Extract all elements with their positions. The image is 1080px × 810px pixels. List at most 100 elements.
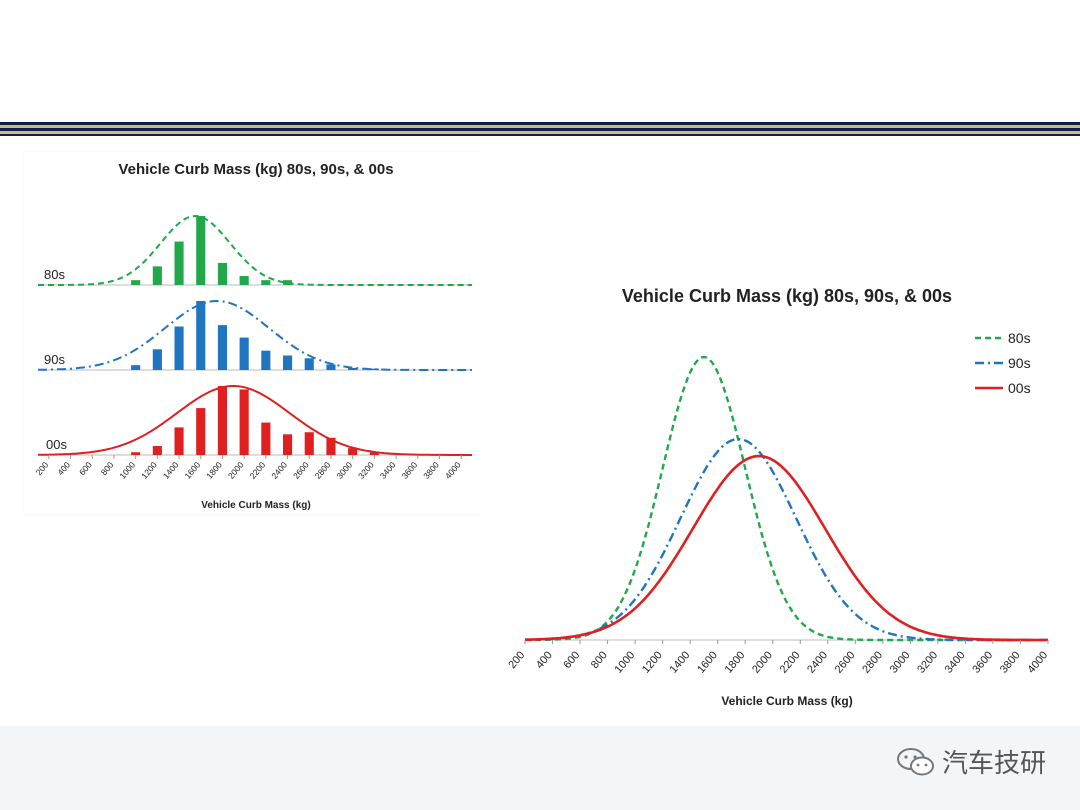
series-label-00s: 00s	[46, 437, 67, 452]
bar-00s-1800	[217, 386, 228, 455]
right-tick-label: 3600	[970, 649, 995, 675]
right-tick-label: 1600	[695, 649, 720, 675]
bar-00s-2800	[326, 437, 336, 455]
left-histograms: 80s 90s 00s 200 400 600 800 1000 1200 1400 1600 180…	[34, 214, 472, 481]
bar-80s-1800	[217, 262, 228, 285]
density-curve-00s	[524, 454, 1048, 642]
left-tick-label: 1800	[204, 460, 224, 481]
left-tick-label: 400	[55, 460, 72, 478]
wechat-icon	[896, 747, 934, 775]
right-x-ticks: 200 400 600 800 1000 1200 1400 1600 1800 2000 2200…	[506, 640, 1050, 676]
bar-80s-2200	[261, 280, 271, 285]
density-curve-80s	[525, 355, 1048, 642]
right-chart-title: Vehicle Curb Mass (kg) 80s, 90s, & 00s	[622, 286, 952, 306]
bar-00s-2000	[239, 389, 249, 455]
header-rule	[0, 122, 1080, 138]
density-curve-90s	[524, 437, 1048, 642]
right-tick-label: 1800	[723, 649, 748, 675]
histogram-00s: 00s	[38, 385, 472, 456]
brand-text: 汽车技研	[941, 748, 1046, 778]
histogram-90s: 90s	[38, 300, 472, 371]
fit-curve-00s	[38, 385, 472, 456]
right-tick-label: 3800	[998, 649, 1023, 675]
right-tick-label: 3200	[915, 649, 940, 675]
left-tick-label: 3200	[356, 460, 376, 481]
bar-90s-1800	[217, 325, 228, 370]
right-tick-label: 4000	[1025, 649, 1050, 675]
bar-80s-1000	[131, 280, 141, 285]
right-tick-label: 2800	[860, 649, 885, 675]
left-tick-label: 2000	[226, 460, 246, 481]
left-tick-label: 200	[34, 460, 51, 478]
left-tick-label: 2600	[291, 460, 311, 481]
left-tick-label: 1600	[182, 460, 202, 481]
left-x-axis-label: Vehicle Curb Mass (kg)	[201, 500, 310, 511]
histogram-80s: 80s	[38, 214, 472, 286]
left-tick-label: 2800	[313, 460, 333, 481]
bar-80s-1600	[196, 216, 206, 285]
right-tick-label: 600	[561, 649, 582, 671]
left-tick-label: 3400	[378, 460, 398, 481]
bar-90s-1600	[196, 301, 206, 370]
left-tick-label: 3600	[399, 460, 419, 481]
bar-90s-1000	[131, 365, 141, 370]
right-tick-label: 3000	[888, 649, 913, 675]
bar-00s-1400	[174, 427, 184, 455]
bar-90s-3000	[348, 367, 358, 370]
left-tick-label: 600	[77, 460, 94, 478]
bar-90s-2200	[261, 350, 271, 370]
bar-00s-1600	[196, 408, 206, 455]
bar-00s-2200	[261, 422, 271, 455]
bar-90s-3200	[369, 368, 379, 370]
bar-00s-1000	[131, 452, 141, 455]
left-tick-label: 800	[99, 460, 116, 478]
bar-00s-3200	[369, 452, 379, 455]
left-tick-label: 1200	[139, 460, 159, 481]
right-legend: 80s 90s 00s	[975, 330, 1031, 396]
right-tick-label: 2200	[778, 649, 803, 675]
right-tick-label: 200	[506, 649, 527, 671]
left-tick-label: 1000	[117, 460, 137, 481]
left-chart-title: Vehicle Curb Mass (kg) 80s, 90s, & 00s	[118, 161, 393, 178]
bar-00s-1200	[152, 446, 162, 455]
left-tick-label: 3000	[334, 460, 354, 481]
brand-watermark: 汽车技研	[896, 743, 1046, 780]
bar-90s-2600	[304, 358, 314, 370]
series-label-80s: 80s	[44, 267, 65, 282]
series-label-90s: 90s	[44, 352, 65, 367]
bar-90s-2400	[282, 355, 293, 370]
left-tick-label: 4000	[443, 460, 463, 481]
left-tick-label: 1400	[161, 460, 181, 481]
fit-curve-90s	[38, 300, 472, 371]
right-density-chart: 200 400 600 800 1000 1200 1400 1600 1800 2000 2200…	[506, 355, 1050, 676]
left-tick-label: 3800	[421, 460, 441, 481]
left-tick-label: 2200	[248, 460, 268, 481]
right-x-axis-label: Vehicle Curb Mass (kg)	[721, 694, 852, 708]
bar-00s-3000	[348, 448, 358, 455]
bar-00s-2600	[304, 432, 314, 455]
legend-label-80s: 80s	[1008, 330, 1031, 346]
fit-curve-80s	[38, 214, 472, 286]
bar-80s-1400	[174, 241, 184, 285]
right-tick-label: 400	[534, 649, 555, 671]
bottom-band	[0, 726, 1080, 810]
bar-80s-2400	[282, 280, 293, 285]
legend-label-00s: 00s	[1008, 380, 1031, 396]
bar-90s-2000	[239, 337, 249, 370]
bar-80s-2000	[239, 276, 249, 285]
right-tick-label: 800	[589, 649, 610, 671]
right-tick-label: 3400	[943, 649, 968, 675]
right-tick-label: 2000	[750, 649, 775, 675]
legend-label-90s: 90s	[1008, 355, 1031, 371]
bar-90s-2800	[326, 364, 336, 370]
right-tick-label: 2600	[833, 649, 858, 675]
right-tick-label: 1000	[612, 649, 637, 675]
right-tick-label: 1400	[668, 649, 693, 675]
left-tick-label: 2400	[269, 460, 289, 481]
left-x-ticks: 200 400 600 800 1000 1200 1400 1600 1800 2000 2200…	[34, 455, 463, 481]
right-tick-label: 1200	[640, 649, 665, 675]
bar-00s-2400	[282, 434, 293, 455]
right-tick-label: 2400	[805, 649, 830, 675]
bar-80s-1200	[152, 266, 162, 285]
